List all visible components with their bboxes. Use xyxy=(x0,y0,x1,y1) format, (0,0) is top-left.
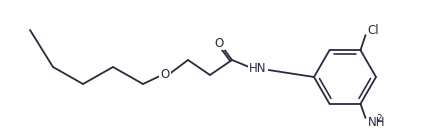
Text: HN: HN xyxy=(249,61,267,75)
Text: 2: 2 xyxy=(377,114,382,123)
Text: O: O xyxy=(214,37,224,49)
Text: NH: NH xyxy=(367,116,385,129)
Text: Cl: Cl xyxy=(367,24,379,37)
Text: O: O xyxy=(161,69,170,81)
